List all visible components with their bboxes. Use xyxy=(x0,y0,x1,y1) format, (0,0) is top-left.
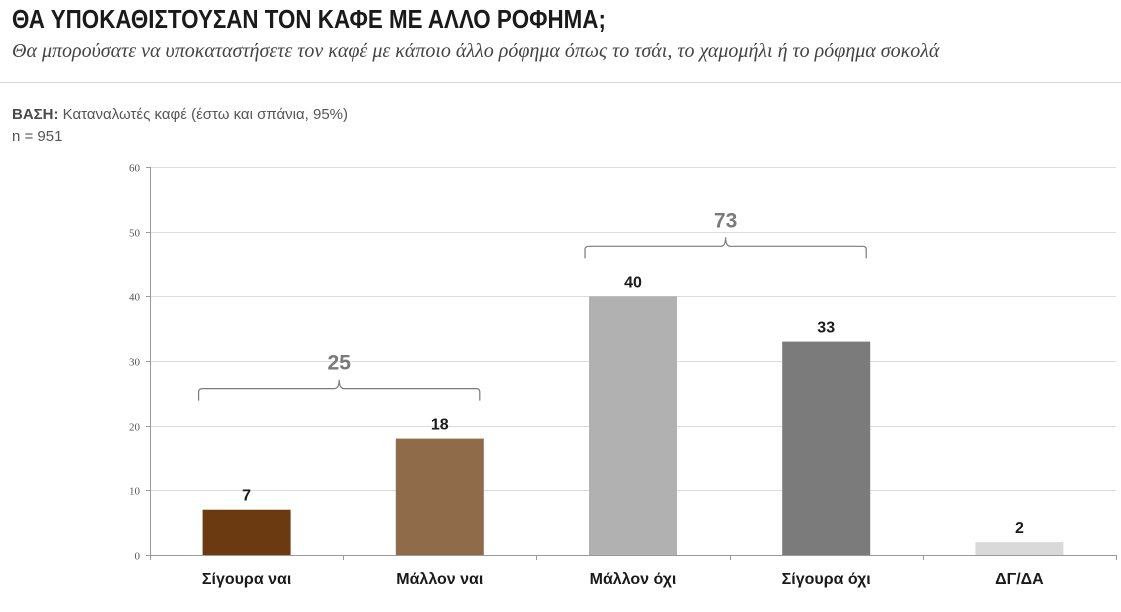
chart-title: ΘΑ ΥΠΟΚΑΘΙΣΤΟΥΣΑΝ ΤΟΝ ΚΑΦΕ ΜΕ ΑΛΛΟ ΡΟΦΗΜ… xyxy=(12,4,606,34)
y-tick-label: 50 xyxy=(129,228,141,240)
base-line: ΒΑΣΗ: Καταναλωτές καφέ (έστω και σπάνια,… xyxy=(12,104,348,126)
category-label: Σίγουρα όχι xyxy=(782,571,871,588)
group-bracket xyxy=(584,237,867,259)
bar xyxy=(202,509,291,555)
group-total-label: 25 xyxy=(328,352,352,375)
bar xyxy=(975,542,1064,555)
y-tick-label: 20 xyxy=(129,422,141,434)
group-total-label: 73 xyxy=(714,209,737,232)
data-label: 18 xyxy=(431,417,449,434)
bar xyxy=(395,438,484,555)
y-tick-label: 40 xyxy=(129,292,141,304)
base-info: ΒΑΣΗ: Καταναλωτές καφέ (έστω και σπάνια,… xyxy=(12,104,348,148)
chart-subtitle: Θα μπορούσατε να υποκαταστήσετε τον καφέ… xyxy=(12,40,940,62)
category-label: Μάλλον όχι xyxy=(590,571,677,588)
category-label: Σίγουρα ναι xyxy=(202,571,291,588)
bar xyxy=(589,296,677,555)
category-label: ΔΓ/ΔΑ xyxy=(995,571,1044,588)
y-tick-label: 30 xyxy=(129,357,141,369)
category-label: Μάλλον ναι xyxy=(396,571,483,588)
data-label: 33 xyxy=(817,320,835,337)
base-text: Καταναλωτές καφέ (έστω και σπάνια, 95%) xyxy=(62,106,349,123)
bar xyxy=(782,341,871,555)
base-label: ΒΑΣΗ: xyxy=(12,106,59,123)
data-label: 40 xyxy=(624,274,642,291)
data-label: 2 xyxy=(1015,520,1024,537)
group-bracket xyxy=(198,379,481,401)
y-tick-label: 60 xyxy=(129,163,141,175)
data-label: 7 xyxy=(242,488,251,505)
y-tick-label: 0 xyxy=(135,551,141,563)
y-tick-label: 10 xyxy=(129,486,141,498)
sample-size: n = 951 xyxy=(12,128,63,145)
header-divider xyxy=(0,82,1121,83)
